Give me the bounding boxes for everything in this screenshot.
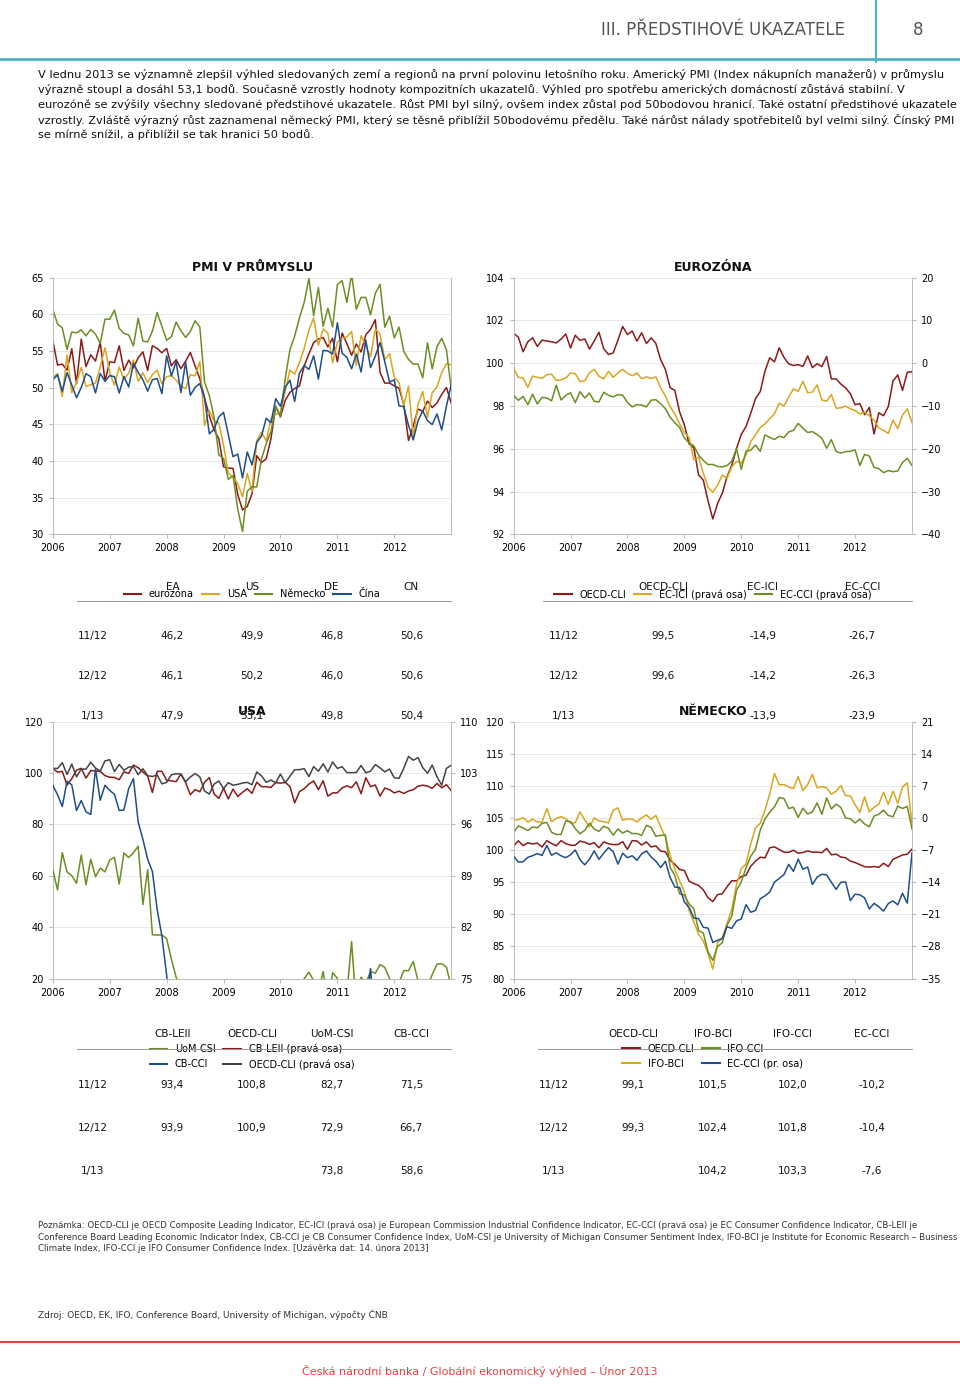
Text: CB-CCI: CB-CCI bbox=[394, 1029, 429, 1038]
Text: -10,4: -10,4 bbox=[859, 1123, 885, 1134]
Legend: OECD-CLI, IFO-BCI, IFO-CCI, EC-CCI (pr. osa): OECD-CLI, IFO-BCI, IFO-CCI, EC-CCI (pr. … bbox=[618, 1040, 807, 1073]
Text: IFO-BCI: IFO-BCI bbox=[694, 1029, 732, 1038]
Text: 104,2: 104,2 bbox=[698, 1166, 728, 1177]
Text: 72,9: 72,9 bbox=[320, 1123, 344, 1134]
Text: 53,1: 53,1 bbox=[240, 711, 264, 722]
Text: 49,9: 49,9 bbox=[240, 630, 264, 641]
Text: -7,6: -7,6 bbox=[862, 1166, 882, 1177]
Text: 58,6: 58,6 bbox=[399, 1166, 423, 1177]
Text: Česká národní banka / Globální ekonomický výhled – Únor 2013: Česká národní banka / Globální ekonomick… bbox=[302, 1366, 658, 1377]
Text: US: US bbox=[245, 583, 259, 593]
Text: 12/12: 12/12 bbox=[539, 1123, 568, 1134]
Legend: UoM-CSI, CB-CCI, CB-LEII (pravá osa), OECD-CLI (pravá osa): UoM-CSI, CB-CCI, CB-LEII (pravá osa), OE… bbox=[146, 1040, 358, 1073]
Text: 12/12: 12/12 bbox=[548, 670, 578, 682]
Text: -23,9: -23,9 bbox=[849, 711, 876, 722]
Text: CB-LEII: CB-LEII bbox=[154, 1029, 191, 1038]
Text: 1/13: 1/13 bbox=[552, 711, 575, 722]
Text: V lednu 2013 se významně zlepšil výhled sledovaných zemí a regionů na první polo: V lednu 2013 se významně zlepšil výhled … bbox=[38, 69, 957, 140]
Text: 46,1: 46,1 bbox=[160, 670, 184, 682]
Text: IFO-CCI: IFO-CCI bbox=[773, 1029, 812, 1038]
Text: 103,3: 103,3 bbox=[778, 1166, 807, 1177]
Text: 50,4: 50,4 bbox=[399, 711, 423, 722]
Text: 100,8: 100,8 bbox=[237, 1080, 267, 1091]
Text: -14,2: -14,2 bbox=[749, 670, 776, 682]
Text: 11/12: 11/12 bbox=[539, 1080, 568, 1091]
Legend: OECD-CLI, EC-ICI (pravá osa), EC-CCI (pravá osa): OECD-CLI, EC-ICI (pravá osa), EC-CCI (pr… bbox=[550, 586, 876, 604]
Text: 1/13: 1/13 bbox=[541, 1166, 565, 1177]
Text: 8: 8 bbox=[913, 21, 923, 39]
Text: Poznámka: OECD-CLI je OECD Composite Leading Indicator, EC-ICI (pravá osa) je Eu: Poznámka: OECD-CLI je OECD Composite Lea… bbox=[38, 1221, 958, 1253]
Text: 1/13: 1/13 bbox=[81, 711, 105, 722]
Text: EC-ICI: EC-ICI bbox=[747, 583, 779, 593]
Text: 66,7: 66,7 bbox=[399, 1123, 423, 1134]
Text: 12/12: 12/12 bbox=[78, 1123, 108, 1134]
Text: 99,3: 99,3 bbox=[621, 1123, 645, 1134]
Text: 46,2: 46,2 bbox=[160, 630, 184, 641]
Text: 12/12: 12/12 bbox=[78, 670, 108, 682]
Text: 46,0: 46,0 bbox=[320, 670, 344, 682]
Text: UoM-CSI: UoM-CSI bbox=[310, 1029, 353, 1038]
Text: 50,6: 50,6 bbox=[399, 670, 423, 682]
Text: 73,8: 73,8 bbox=[320, 1166, 344, 1177]
Text: 99,1: 99,1 bbox=[621, 1080, 645, 1091]
Text: 1/13: 1/13 bbox=[81, 1166, 105, 1177]
Text: OECD-CLI: OECD-CLI bbox=[227, 1029, 277, 1038]
Title: NĚMECKO: NĚMECKO bbox=[679, 705, 747, 718]
Title: USA: USA bbox=[238, 705, 266, 718]
Text: 99,5: 99,5 bbox=[652, 630, 675, 641]
Text: III. PŘEDSTIHOVÉ UKAZATELE: III. PŘEDSTIHOVÉ UKAZATELE bbox=[601, 21, 845, 39]
Text: 49,8: 49,8 bbox=[320, 711, 344, 722]
Text: 93,4: 93,4 bbox=[160, 1080, 184, 1091]
Text: 11/12: 11/12 bbox=[78, 1080, 108, 1091]
Text: -26,7: -26,7 bbox=[849, 630, 876, 641]
Text: 47,9: 47,9 bbox=[160, 711, 184, 722]
Text: -13,9: -13,9 bbox=[749, 711, 776, 722]
Text: 102,4: 102,4 bbox=[698, 1123, 728, 1134]
Text: -26,3: -26,3 bbox=[849, 670, 876, 682]
Text: OECD-CLI: OECD-CLI bbox=[638, 583, 688, 593]
Text: 50,2: 50,2 bbox=[240, 670, 264, 682]
Text: EC-CCI: EC-CCI bbox=[854, 1029, 890, 1038]
Text: -10,2: -10,2 bbox=[859, 1080, 885, 1091]
Text: 71,5: 71,5 bbox=[399, 1080, 423, 1091]
Text: 82,7: 82,7 bbox=[320, 1080, 344, 1091]
Text: 101,5: 101,5 bbox=[698, 1080, 728, 1091]
Text: 99,6: 99,6 bbox=[652, 670, 675, 682]
Text: EC-CCI: EC-CCI bbox=[845, 583, 880, 593]
Text: CN: CN bbox=[404, 583, 419, 593]
Text: 93,9: 93,9 bbox=[160, 1123, 184, 1134]
Text: 101,8: 101,8 bbox=[778, 1123, 807, 1134]
Text: EA: EA bbox=[165, 583, 180, 593]
Text: 102,0: 102,0 bbox=[778, 1080, 807, 1091]
Text: 11/12: 11/12 bbox=[548, 630, 578, 641]
Text: 50,6: 50,6 bbox=[399, 630, 423, 641]
Text: Zdroj: OECD, EK, IFO, Conference Board, University of Michigan, výpočty ČNB: Zdroj: OECD, EK, IFO, Conference Board, … bbox=[38, 1310, 388, 1320]
Title: EUROZÓNA: EUROZÓNA bbox=[674, 261, 752, 273]
Text: OECD-CLI: OECD-CLI bbox=[608, 1029, 659, 1038]
Legend: eurozóna, USA, Německo, Čína: eurozóna, USA, Německo, Čína bbox=[120, 586, 384, 604]
Text: -14,9: -14,9 bbox=[749, 630, 776, 641]
Text: DE: DE bbox=[324, 583, 339, 593]
Text: 11/12: 11/12 bbox=[78, 630, 108, 641]
Title: PMI V PRŮMYSLU: PMI V PRŮMYSLU bbox=[191, 261, 313, 273]
Text: 46,8: 46,8 bbox=[320, 630, 344, 641]
Text: 100,9: 100,9 bbox=[237, 1123, 267, 1134]
